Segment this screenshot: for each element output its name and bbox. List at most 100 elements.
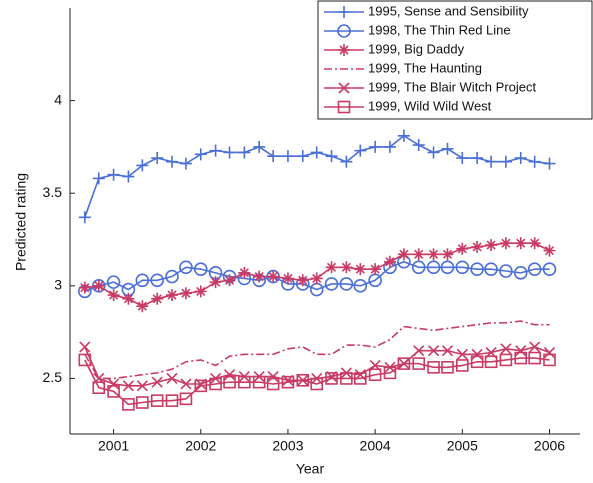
marker-circle	[150, 273, 164, 288]
marker-asterisk	[543, 244, 556, 257]
x-tick-label: 2006	[534, 438, 565, 454]
marker-circle	[179, 260, 193, 275]
marker-x	[151, 376, 163, 388]
marker-asterisk	[238, 266, 251, 279]
marker-asterisk	[354, 263, 367, 276]
marker-square	[107, 385, 120, 398]
marker-asterisk	[296, 274, 309, 287]
legend-label: 1999, Big Daddy	[368, 41, 465, 56]
marker-square	[223, 375, 236, 389]
marker-asterisk	[471, 240, 484, 253]
marker-x	[180, 378, 192, 390]
marker-square	[92, 381, 106, 394]
marker-plus	[166, 155, 178, 168]
marker-square	[543, 353, 556, 367]
marker-asterisk	[412, 248, 425, 261]
marker-x	[267, 371, 279, 383]
marker-asterisk	[92, 279, 105, 292]
marker-plus	[456, 152, 469, 165]
marker-x	[166, 372, 178, 385]
marker-asterisk	[253, 270, 266, 283]
marker-circle	[193, 262, 208, 276]
y-tick-label: 3.5	[43, 184, 63, 200]
marker-square	[441, 361, 454, 374]
marker-asterisk	[338, 44, 350, 56]
marker-square	[296, 373, 310, 387]
legend-box	[317, 0, 593, 120]
marker-asterisk	[514, 237, 527, 250]
y-axis-label: Predicted rating	[13, 173, 29, 271]
marker-circle	[426, 260, 441, 275]
marker-circle	[353, 279, 368, 293]
marker-asterisk	[427, 248, 440, 261]
marker-square	[368, 368, 382, 382]
marker-asterisk	[499, 237, 512, 250]
marker-asterisk	[281, 272, 294, 285]
marker-asterisk	[151, 292, 164, 305]
x-tick-label: 2004	[360, 438, 391, 454]
marker-asterisk	[340, 261, 353, 274]
marker-square	[354, 372, 367, 385]
marker-square	[484, 355, 498, 369]
x-tick-label: 2005	[447, 438, 478, 454]
marker-plus	[281, 150, 294, 163]
marker-asterisk	[528, 237, 541, 250]
marker-plus	[78, 211, 91, 224]
marker-plus	[310, 146, 323, 159]
marker-plus	[151, 152, 164, 165]
marker-x	[122, 380, 134, 392]
marker-square	[165, 394, 179, 407]
marker-circle	[339, 277, 354, 291]
legend-label: 1999, The Haunting	[368, 60, 482, 75]
marker-x	[500, 343, 512, 355]
marker-plus	[267, 150, 280, 163]
marker-plus	[528, 155, 541, 168]
y-tick-label: 4	[54, 91, 62, 107]
marker-plus	[136, 159, 149, 172]
marker-plus	[427, 146, 440, 159]
marker-plus	[543, 157, 556, 170]
marker-plus	[369, 140, 382, 153]
marker-x	[338, 82, 350, 94]
marker-asterisk	[209, 276, 222, 289]
marker-circle	[484, 262, 498, 276]
x-tick-label: 2001	[98, 438, 129, 454]
marker-square	[412, 357, 426, 370]
marker-circle	[542, 262, 557, 276]
marker-circle	[527, 262, 542, 276]
marker-plus	[325, 150, 338, 163]
marker-square	[383, 366, 397, 380]
marker-asterisk	[456, 242, 469, 255]
marker-asterisk	[383, 255, 396, 268]
y-tick-label: 2.5	[43, 369, 63, 385]
marker-square	[238, 375, 251, 389]
marker-plus	[499, 155, 512, 168]
marker-circle	[324, 277, 339, 291]
marker-circle	[440, 260, 455, 275]
marker-square	[194, 379, 208, 393]
marker-circle	[337, 24, 351, 38]
marker-plus	[485, 155, 498, 168]
legend-label: 1999, The Blair Witch Project	[368, 79, 536, 94]
legend-label: 1995, Sense and Sensibility	[368, 3, 529, 18]
marker-plus	[223, 146, 236, 159]
marker-circle	[455, 260, 470, 275]
marker-circle	[470, 262, 484, 276]
marker-asterisk	[78, 281, 91, 294]
marker-asterisk	[136, 300, 149, 313]
marker-plus	[514, 152, 527, 165]
marker-circle	[513, 266, 528, 280]
marker-square	[499, 353, 513, 367]
legend-label: 1999, Wild Wild West	[368, 98, 492, 113]
series-line	[84, 357, 550, 406]
marker-x	[456, 348, 468, 360]
marker-plus	[412, 139, 425, 152]
x-tick-label: 2003	[272, 438, 303, 454]
marker-x	[471, 348, 483, 360]
marker-square	[310, 377, 324, 391]
legend-label: 1998, The Thin Red Line	[368, 22, 511, 37]
marker-plus	[122, 170, 135, 183]
marker-square	[340, 372, 353, 385]
marker-square	[325, 372, 338, 385]
